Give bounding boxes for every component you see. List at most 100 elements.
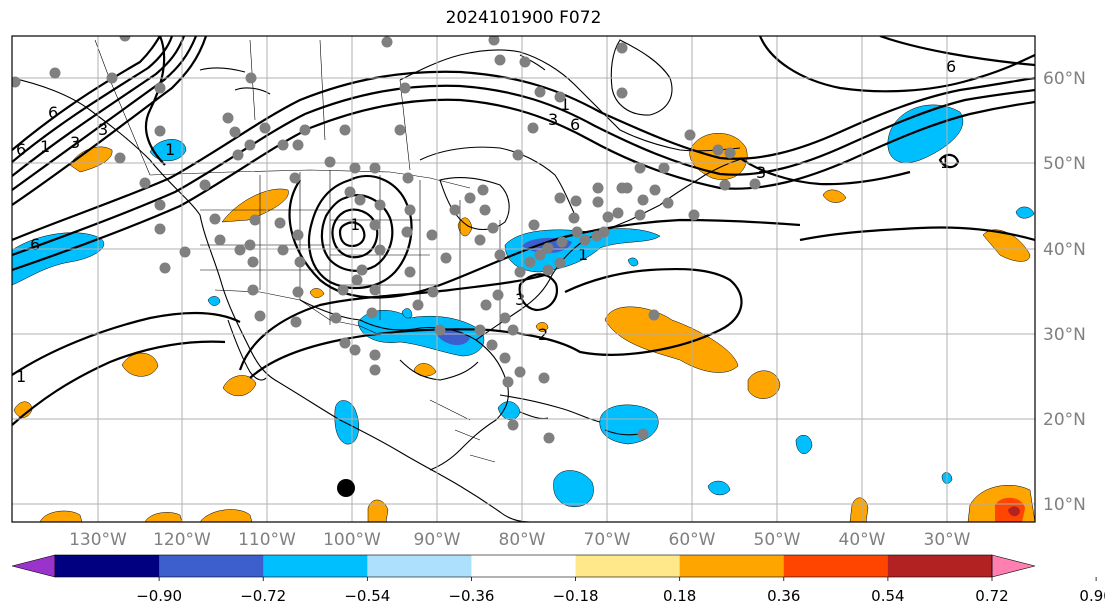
station-dot [337, 284, 349, 296]
station-dot [528, 219, 540, 231]
contour-label: 3 [515, 290, 525, 309]
contour-label-layer: 6 3 6 3 1 3 1 6 6 3 1 6 1 1 1 3 2 1 [16, 57, 956, 386]
colorbar-extend-low [11, 554, 56, 578]
contour-label: 6 [48, 103, 58, 122]
station-dot [542, 242, 554, 254]
station-dot [634, 162, 646, 174]
colorbar-segment [471, 555, 577, 577]
colorbar-frame [54, 554, 993, 578]
station-dot [684, 129, 696, 141]
station-dot [244, 239, 256, 251]
station-dot [427, 286, 439, 298]
colorbar-tick-label: −0.72 [240, 587, 286, 605]
station-dot [658, 162, 670, 174]
lon-label: 100°W [323, 530, 381, 550]
station-dot [114, 152, 126, 164]
station-dot [244, 139, 256, 151]
station-dot [568, 212, 580, 224]
station-dot [369, 219, 381, 231]
station-dot [154, 199, 166, 211]
station-dot [344, 186, 356, 198]
lon-label: 110°W [238, 530, 296, 550]
station-dot [579, 234, 591, 246]
station-dot [554, 192, 566, 204]
station-dot [12, 76, 21, 88]
station-dot [292, 286, 304, 298]
colorbar-tick-label: −0.18 [553, 587, 599, 605]
station-dot [688, 209, 700, 221]
station-dot [249, 214, 261, 226]
colorbar-tick-label: −0.54 [344, 587, 390, 605]
station-dot [229, 126, 241, 138]
station-dot [554, 91, 566, 103]
station-dot [486, 339, 498, 351]
station-dot [519, 56, 531, 68]
station-dot [634, 209, 646, 221]
station-dot [369, 364, 381, 376]
station-dot [374, 199, 386, 211]
station-dot [159, 262, 171, 274]
station-dot [369, 284, 381, 296]
station-dot [404, 266, 416, 278]
station-dot [154, 82, 166, 94]
station-dot [351, 274, 363, 286]
station-dot [488, 36, 500, 46]
station-dot [507, 324, 519, 336]
station-dot [514, 366, 526, 378]
contour-label: 3 [98, 120, 108, 139]
station-dot [499, 312, 511, 324]
contour-label: 1 [350, 215, 360, 234]
station-dot [474, 324, 486, 336]
longitude-labels: 130°W 120°W 110°W 100°W 90°W 80°W 70°W 6… [69, 530, 971, 550]
lon-label: 70°W [584, 530, 631, 550]
station-dot [494, 249, 506, 261]
station-dot [209, 213, 221, 225]
station-dot [662, 197, 674, 209]
station-dot [369, 349, 381, 361]
contour-label: 1 [165, 140, 175, 159]
station-dot [534, 86, 546, 98]
station-dot [592, 182, 604, 194]
station-dot [534, 249, 546, 261]
station-dot [598, 226, 610, 238]
contour-label: 6 [30, 235, 40, 254]
lat-label: 60°N [1043, 69, 1086, 89]
station-dot [154, 125, 166, 137]
station-dot [449, 204, 461, 216]
station-dot [426, 229, 438, 241]
station-dot [356, 264, 368, 276]
colorbar-tick-label: 0.72 [975, 587, 1008, 605]
colorbar-segment [783, 555, 889, 577]
station-dot [440, 252, 452, 264]
station-dot [616, 87, 628, 99]
contour-label: 1 [560, 95, 570, 114]
station-dot [179, 246, 191, 258]
station-dot [412, 299, 424, 311]
colorbar-tick-label: 0.90 [1079, 587, 1105, 605]
station-dot [487, 222, 499, 234]
station-dot [139, 177, 151, 189]
location-marker [337, 479, 355, 497]
colorbar-tick-label: 0.36 [767, 587, 800, 605]
station-dot [324, 156, 336, 168]
station-dot [119, 36, 131, 42]
station-dot [259, 122, 271, 134]
station-dot [292, 139, 304, 151]
station-dot [404, 204, 416, 216]
station-dot [527, 122, 539, 134]
station-dot [474, 234, 486, 246]
station-dot [299, 124, 311, 136]
station-dot [199, 179, 211, 191]
colorbar-tick-label: −0.36 [448, 587, 494, 605]
lon-label: 30°W [924, 530, 971, 550]
station-dot [507, 419, 519, 431]
station-dot [616, 42, 628, 54]
station-dot [514, 266, 526, 278]
latitude-labels: 60°N 50°N 40°N 30°N 20°N 10°N [1043, 69, 1086, 515]
station-dot [49, 67, 61, 79]
station-dot [749, 178, 761, 190]
station-dot [339, 124, 351, 136]
station-dot [494, 54, 506, 66]
station-dot [292, 229, 304, 241]
